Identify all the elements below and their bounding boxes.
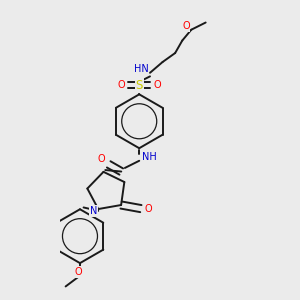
Text: S: S [136, 79, 143, 92]
Text: N: N [90, 206, 98, 216]
Text: O: O [182, 21, 190, 31]
Text: NH: NH [142, 152, 157, 162]
Text: O: O [74, 267, 82, 277]
Text: O: O [153, 80, 161, 90]
Text: HN: HN [134, 64, 148, 74]
Text: O: O [98, 154, 105, 164]
Text: O: O [144, 204, 152, 214]
Text: O: O [118, 80, 125, 90]
